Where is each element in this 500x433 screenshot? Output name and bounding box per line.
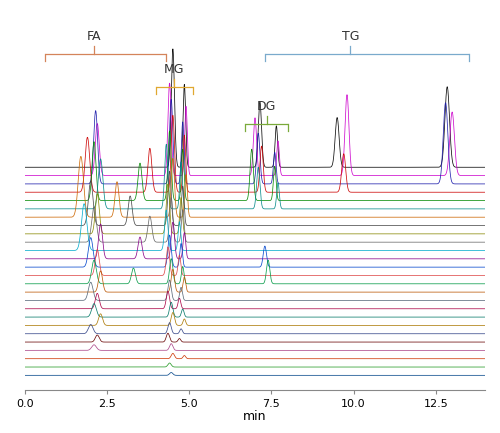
Text: DG: DG bbox=[257, 100, 276, 113]
X-axis label: min: min bbox=[243, 410, 267, 423]
Text: TG: TG bbox=[342, 30, 359, 43]
Text: MG: MG bbox=[164, 63, 184, 76]
Text: FA: FA bbox=[87, 30, 101, 43]
